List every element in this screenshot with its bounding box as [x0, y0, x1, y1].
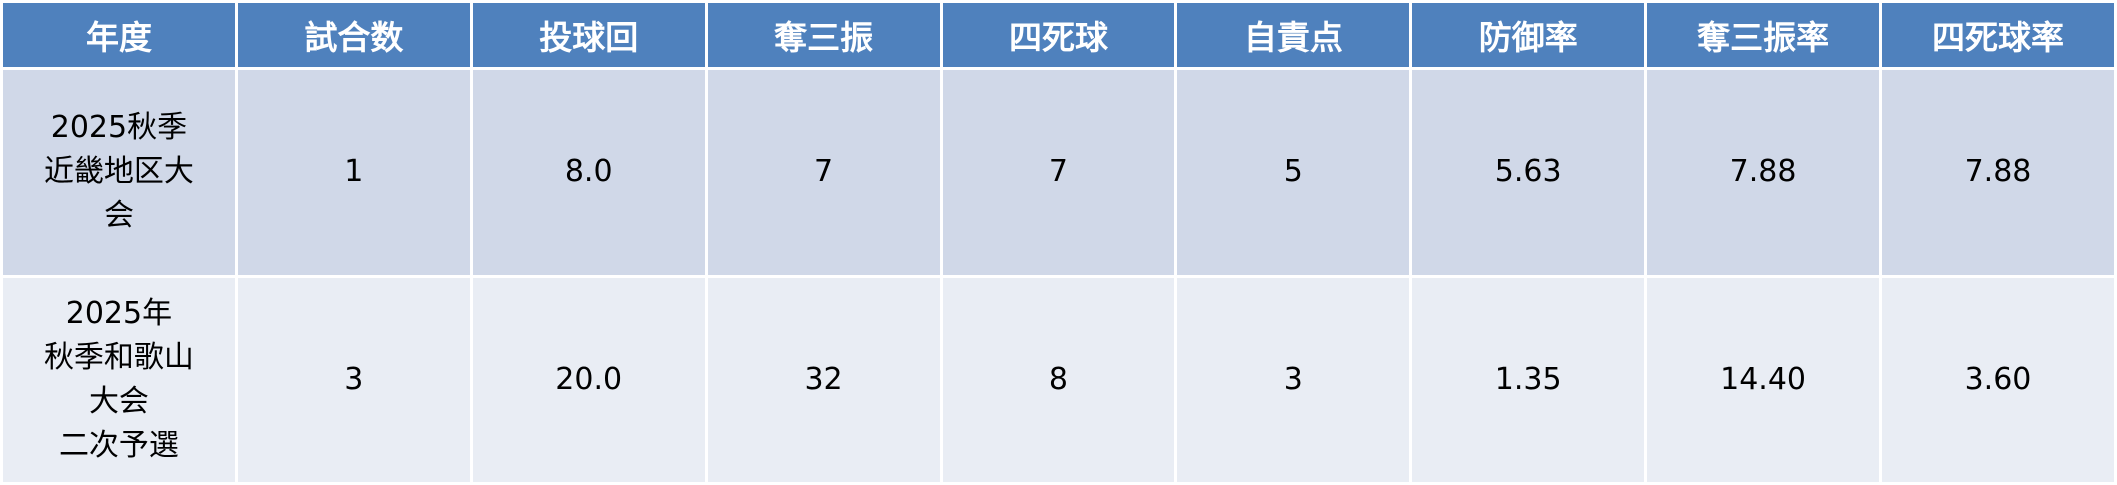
value-cell: 7.88	[1879, 67, 2117, 278]
value-cell: 7	[939, 67, 1178, 278]
table-row: 2025秋季 近畿地区大会 1 8.0 7 7 5 5.63 7.88 7.88	[0, 67, 2117, 278]
header-cell: 防御率	[1409, 0, 1648, 70]
value-cell: 32	[704, 274, 943, 485]
header-cell: 四死球	[939, 0, 1178, 70]
value-cell: 20.0	[469, 274, 708, 485]
value-cell: 1.35	[1409, 274, 1648, 485]
cell-line: 2025年	[65, 295, 173, 331]
value-cell: 5	[1174, 67, 1413, 278]
header-cell: 自責点	[1174, 0, 1413, 70]
table-row: 2025年 秋季和歌山 大会 二次予選 3 20.0 32 8 3 1.35 14.40 3.60	[0, 274, 2117, 485]
table-body: 2025秋季 近畿地区大会 1 8.0 7 7 5 5.63 7.88 7.88 2025年 秋季和歌…	[0, 67, 2117, 485]
header-cell: 奪三振率	[1644, 0, 1882, 70]
period-cell: 2025秋季 近畿地区大会	[0, 67, 238, 278]
header-cell: 年度	[0, 0, 238, 70]
cell-line: 2025秋季	[50, 110, 188, 146]
cell-line: 会	[103, 198, 134, 234]
cell-line: 二次予選	[58, 427, 179, 463]
value-cell: 3	[1174, 274, 1413, 485]
value-cell: 8	[939, 274, 1178, 485]
value-cell: 14.40	[1644, 274, 1882, 485]
value-cell: 8.0	[469, 67, 708, 278]
cell-line: 大会	[88, 383, 149, 419]
header-cell: 奪三振	[704, 0, 943, 70]
value-cell: 3	[234, 274, 473, 485]
value-cell: 1	[234, 67, 473, 278]
header-cell: 試合数	[234, 0, 473, 70]
header-cell: 四死球率	[1879, 0, 2117, 70]
header-row: 年度 試合数 投球回 奪三振 四死球 自責点 防御率 奪三振率 四死球率	[0, 0, 2117, 70]
header-cell: 投球回	[469, 0, 708, 70]
cell-line: 秋季和歌山	[43, 339, 194, 375]
value-cell: 3.60	[1879, 274, 2117, 485]
value-cell: 5.63	[1409, 67, 1648, 278]
value-cell: 7	[704, 67, 943, 278]
value-cell: 7.88	[1644, 67, 1882, 278]
cell-line: 近畿地区大	[43, 154, 194, 190]
period-cell: 2025年秋季和歌山大会二次予選	[0, 274, 238, 485]
